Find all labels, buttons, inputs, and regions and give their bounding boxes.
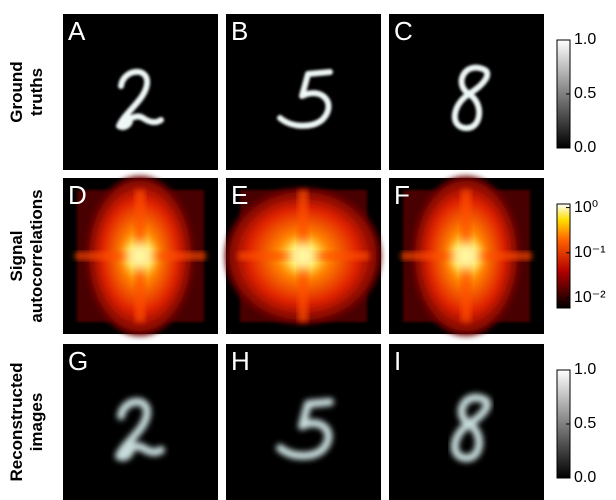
row-label-line: truths — [27, 68, 46, 116]
panel-letter: G — [68, 346, 88, 376]
panel: C — [389, 14, 544, 170]
panel-letter: H — [231, 346, 250, 376]
panel: H — [226, 344, 381, 500]
digit — [452, 64, 491, 131]
colorbar-tick-label: 1.0 — [574, 361, 596, 378]
colorbar-tick-label: 10⁻² — [574, 289, 606, 306]
row-label-line: Ground — [7, 61, 26, 122]
row-label-line: Reconstructed — [7, 362, 26, 481]
digit — [277, 69, 333, 129]
digit — [276, 398, 334, 460]
row-label: Groundtruths — [7, 61, 46, 122]
panel-letter: F — [394, 180, 410, 210]
panel-letter: B — [231, 16, 248, 46]
panel: B — [226, 14, 381, 170]
core — [289, 242, 317, 270]
panel-letter: D — [68, 180, 87, 210]
row-label-line: autocorrelations — [27, 189, 46, 322]
row-label-line: Signal — [7, 230, 26, 281]
colorbar-tick-label: 0.5 — [574, 415, 596, 432]
panel: E — [225, 178, 381, 334]
panel-letter: C — [394, 16, 413, 46]
row-label: Signalautocorrelations — [7, 189, 46, 322]
panel: I — [389, 344, 544, 500]
panel-letter: A — [68, 16, 86, 46]
row-label-line: images — [27, 393, 46, 452]
colorbar-tick-label: 0.0 — [574, 139, 596, 156]
colorbar — [556, 203, 571, 309]
colorbar-tick-label: 0.5 — [574, 85, 596, 102]
panel: D — [63, 176, 218, 336]
panel: F — [389, 176, 544, 336]
core — [452, 242, 480, 270]
row-label: Reconstructedimages — [7, 362, 46, 481]
digit — [116, 68, 164, 130]
colorbar-tick-label: 10⁰ — [574, 199, 598, 216]
digit — [115, 397, 165, 461]
core — [126, 242, 154, 270]
panel-letter: E — [231, 180, 248, 210]
panel: G — [63, 344, 218, 500]
panel: A — [63, 14, 218, 170]
colorbar-tick-label: 0.0 — [574, 469, 596, 486]
panel-letter: I — [394, 346, 401, 376]
panel-background — [63, 14, 218, 170]
colorbar-tick-label: 10⁻¹ — [574, 244, 606, 261]
colorbar-tick-label: 1.0 — [574, 31, 596, 48]
digit — [451, 393, 492, 462]
